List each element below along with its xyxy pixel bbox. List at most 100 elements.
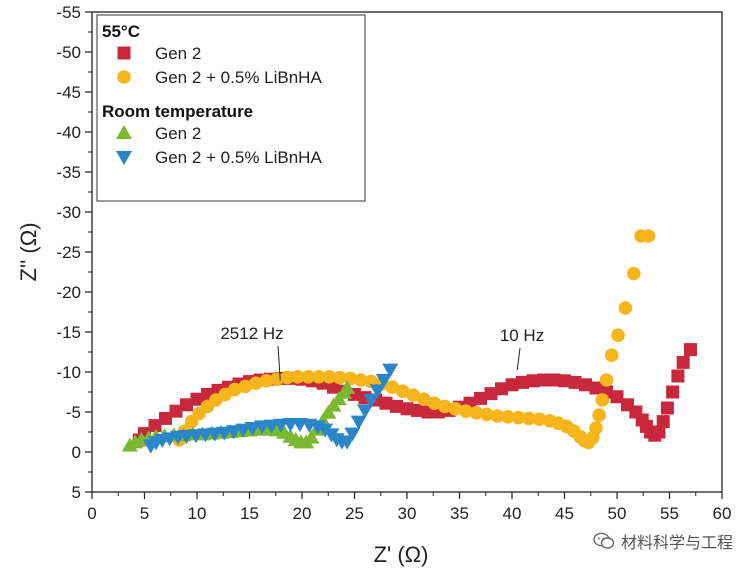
data-point [505,378,519,392]
x-tick-label: 0 [87,504,96,523]
data-point [589,421,603,435]
data-point [484,387,498,401]
data-point [312,370,326,384]
legend-label: Gen 2 [155,44,201,63]
data-point [382,363,399,378]
data-point [417,392,431,407]
data-point [327,380,340,394]
data-point [595,393,610,407]
legend-marker [117,70,131,84]
legend-marker [116,151,132,165]
data-point [511,410,526,425]
data-point [641,229,656,243]
data-point [379,396,393,410]
data-point [225,425,242,440]
x-tick-label: 60 [713,504,732,523]
data-point [354,373,368,387]
legend-label: Gen 2 [155,124,201,143]
y-tick-label: -30 [56,203,81,222]
x-tick-label: 30 [398,504,417,523]
data-point [169,404,183,418]
data-point [589,381,603,395]
data-point [301,370,316,384]
series-layer [121,229,697,454]
data-point [522,411,536,426]
data-point [537,373,550,387]
data-point [375,374,392,388]
annotation-10hz: 10 Hz [500,326,544,345]
annotation-leader [516,347,521,371]
x-tick-label: 40 [503,504,522,523]
data-point [244,422,261,436]
data-point [369,384,386,399]
data-point [592,408,606,423]
y-axis-title: Z'' (Ω) [16,222,41,281]
y-tick-label: -50 [56,43,81,62]
data-point [684,343,697,357]
wechat-icon [593,532,615,549]
legend-label: Gen 2 + 0.5% LiBnHA [155,68,322,87]
data-point [390,399,403,413]
annotation-leader [277,345,281,381]
watermark-text: 材料科学与工程 [620,533,733,552]
data-point [495,382,508,396]
x-tick-label: 10 [188,504,207,523]
x-tick-label: 35 [450,504,469,523]
data-point [280,370,295,385]
data-point [406,388,421,403]
data-point [400,402,414,416]
legend-marker [116,125,132,139]
data-point [411,403,424,417]
x-tick-label: 20 [293,504,312,523]
x-tick-label: 55 [660,504,679,523]
y-tick-label: 5 [72,483,81,502]
data-point [610,390,624,404]
data-point [357,404,373,419]
legend-group-title: 55°C [102,22,140,41]
data-point [599,373,614,387]
data-point [652,425,666,439]
data-point [180,398,193,412]
x-tick-label: 25 [345,504,364,523]
data-point [159,411,172,425]
data-point [474,391,487,405]
legend-marker [117,46,131,60]
data-point [427,396,442,411]
y-tick-label: -55 [56,3,81,22]
data-point [148,419,162,433]
data-point [363,394,380,408]
watermark: 材料科学与工程 [593,529,733,553]
data-point [627,266,641,281]
data-point [618,301,633,315]
data-point [235,423,252,438]
x-axis-title: Z' (Ω) [374,542,429,567]
data-point [526,374,540,388]
data-point [568,375,582,389]
axis-ticks: 0 5 10 15 20 25 30 35 40 45 50 55 6050-5-10-15-20-25… [56,3,731,523]
data-point [671,369,685,383]
data-point [459,404,473,419]
data-point [480,407,494,422]
y-tick-label: 0 [72,443,81,462]
y-tick-label: -15 [56,323,81,342]
data-point [547,373,561,387]
y-tick-label: -20 [56,283,81,302]
data-point [666,385,680,399]
annotation-2512hz: 2512 Hz [220,324,283,343]
data-point [344,427,361,442]
data-point [501,410,515,424]
y-tick-label: -25 [56,243,81,262]
y-tick-label: -35 [56,163,81,182]
x-tick-label: 50 [608,504,627,523]
data-point [516,375,529,389]
data-point [385,380,400,395]
legend-label: Gen 2 + 0.5% LiBnHA [155,148,322,167]
data-point [558,374,571,388]
data-point [320,404,337,419]
data-point [291,370,305,384]
data-point [350,415,367,430]
data-point [396,384,410,399]
data-point [604,348,619,363]
data-point [656,415,670,429]
